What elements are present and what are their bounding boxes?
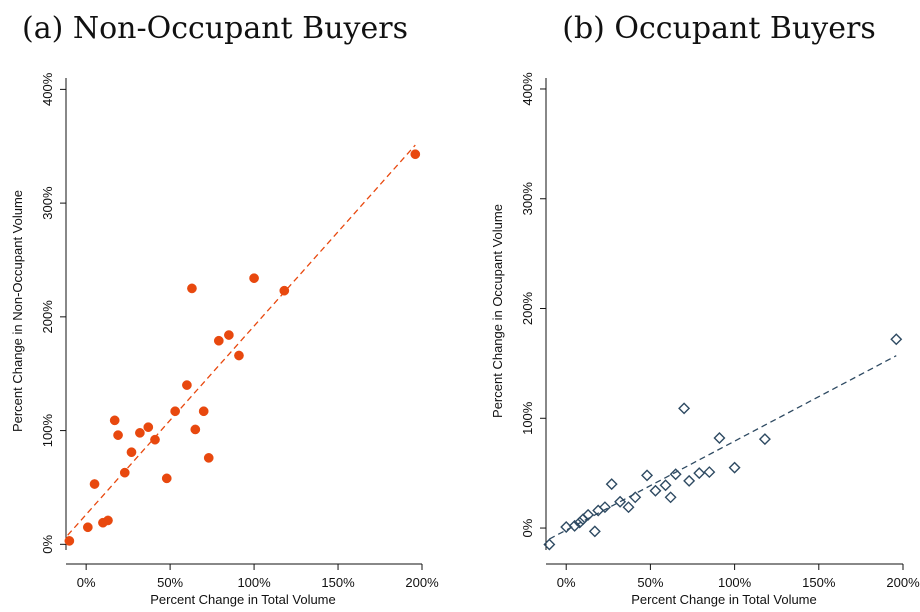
data-point — [543, 538, 556, 551]
chart-panel-non-occupant: (a) Non-Occupant Buyers 0% 50% 100% 150% 200%… — [10, 11, 439, 607]
data-point — [664, 491, 677, 504]
x-tick-label: 150% — [321, 575, 355, 590]
x-axis-label: Percent Change in Total Volume — [631, 592, 817, 607]
data-point — [109, 415, 120, 426]
chart-panel-occupant: (b) Occupant Buyers 0% 50% 100% 150% 200% 0% 10… — [490, 11, 920, 607]
y-tick-label: 200% — [520, 291, 535, 325]
x-tick-label: 200% — [405, 575, 439, 590]
x-tick-label: 50% — [637, 575, 663, 590]
data-point — [198, 406, 209, 417]
y-axis-label: Percent Change in Occupant Volume — [490, 204, 505, 418]
data-point — [82, 522, 93, 533]
y-tick-label: 0% — [520, 518, 535, 537]
data-point — [64, 536, 75, 546]
data-point — [89, 479, 100, 489]
x-tick-label: 150% — [802, 575, 836, 590]
data-point — [678, 402, 691, 415]
y-tick-label: 0% — [40, 534, 55, 553]
data-point — [629, 491, 642, 504]
data-point — [669, 468, 682, 481]
y-tick-label: 400% — [520, 72, 535, 106]
data-point — [234, 350, 244, 361]
y-tick-label: 400% — [40, 72, 55, 106]
data-point — [150, 434, 160, 445]
data-point — [582, 508, 595, 521]
chart-title: (b) Occupant Buyers — [562, 11, 875, 46]
data-point — [103, 515, 113, 526]
x-tick-label: 200% — [886, 575, 920, 590]
data-point — [649, 484, 662, 497]
data-point — [126, 447, 137, 458]
data-point — [203, 453, 214, 463]
y-tick-label: 300% — [520, 182, 535, 216]
data-point — [187, 283, 197, 294]
data-point — [592, 504, 605, 517]
data-point — [614, 495, 627, 508]
data-point — [693, 467, 706, 480]
fit-line — [67, 144, 416, 536]
data-point — [213, 335, 224, 346]
x-tick-label: 100% — [237, 575, 271, 590]
data-point — [143, 422, 154, 433]
data-point — [249, 273, 259, 284]
data-point — [573, 516, 586, 529]
data-point — [170, 406, 181, 417]
data-point — [224, 330, 234, 340]
data-point — [279, 285, 290, 296]
y-tick-label: 300% — [40, 186, 55, 220]
data-point — [410, 149, 421, 160]
data-point — [605, 478, 618, 491]
data-point — [113, 430, 123, 440]
data-point — [560, 520, 573, 533]
data-point — [588, 525, 601, 538]
data-point — [622, 501, 635, 514]
y-tick-label: 100% — [40, 414, 55, 448]
x-tick-label: 0% — [77, 575, 96, 590]
data-point — [190, 424, 201, 435]
data-point — [728, 461, 741, 474]
data-point — [161, 473, 172, 484]
data-point — [703, 466, 716, 479]
x-tick-label: 0% — [557, 575, 576, 590]
data-point — [713, 432, 726, 445]
data-point — [683, 474, 696, 487]
data-point — [135, 428, 145, 438]
data-point — [890, 333, 903, 346]
x-tick-label: 50% — [157, 575, 183, 590]
data-point — [119, 467, 130, 478]
chart-title: (a) Non-Occupant Buyers — [22, 11, 408, 46]
data-point — [182, 380, 192, 390]
x-tick-label: 100% — [718, 575, 752, 590]
data-point — [598, 501, 611, 514]
data-point — [758, 433, 771, 446]
data-point — [641, 469, 654, 482]
y-axis-label: Percent Change in Non-Occupant Volume — [10, 190, 25, 432]
x-axis-label: Percent Change in Total Volume — [150, 592, 336, 607]
data-point — [568, 519, 581, 532]
data-point — [659, 479, 672, 492]
fit-line — [549, 355, 897, 540]
y-tick-label: 100% — [520, 401, 535, 435]
y-tick-label: 200% — [40, 300, 55, 334]
